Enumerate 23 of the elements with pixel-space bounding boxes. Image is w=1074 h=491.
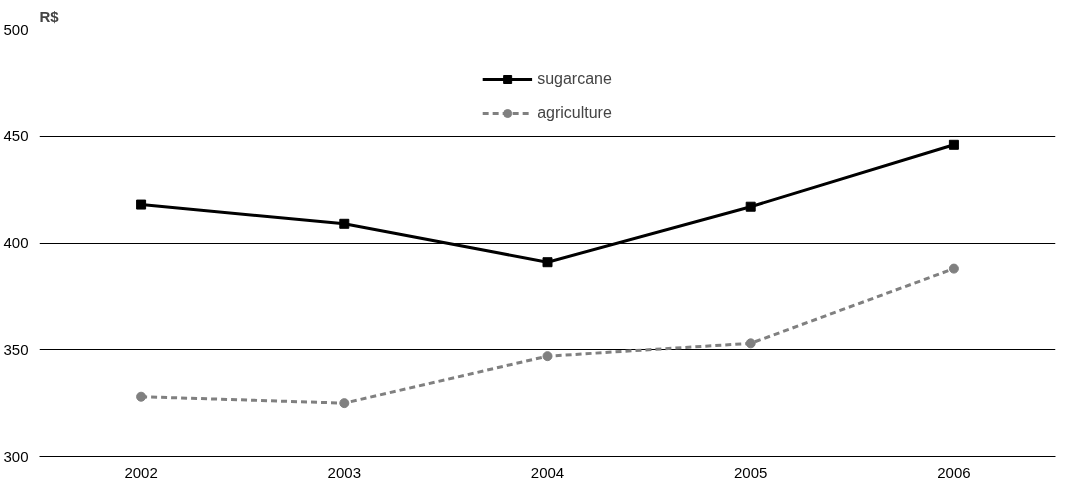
- y-tick-label: 400: [3, 234, 29, 251]
- legend-label: sugarcane: [537, 70, 612, 88]
- point: [339, 398, 350, 409]
- point: [745, 338, 756, 349]
- x-tick-label: 2006: [937, 463, 971, 481]
- legend-label: agriculture: [537, 104, 612, 122]
- point: [339, 218, 350, 229]
- point: [136, 199, 147, 210]
- point: [136, 391, 147, 402]
- y-tick-label: 450: [3, 127, 29, 145]
- x-tick-label: 2003: [327, 463, 361, 481]
- point: [745, 201, 756, 212]
- point: [948, 263, 959, 274]
- point: [542, 257, 553, 268]
- point: [948, 139, 959, 150]
- y-tick-label: 350: [3, 340, 29, 358]
- y-tick-label: 300: [3, 447, 29, 465]
- x-tick-label: 2004: [530, 463, 565, 481]
- y-axis-title: R$: [39, 7, 60, 25]
- y-tick-label: 500: [3, 20, 29, 38]
- x-tick-label: 2005: [734, 463, 768, 481]
- x-tick-label: 2002: [124, 463, 158, 481]
- point: [542, 351, 553, 362]
